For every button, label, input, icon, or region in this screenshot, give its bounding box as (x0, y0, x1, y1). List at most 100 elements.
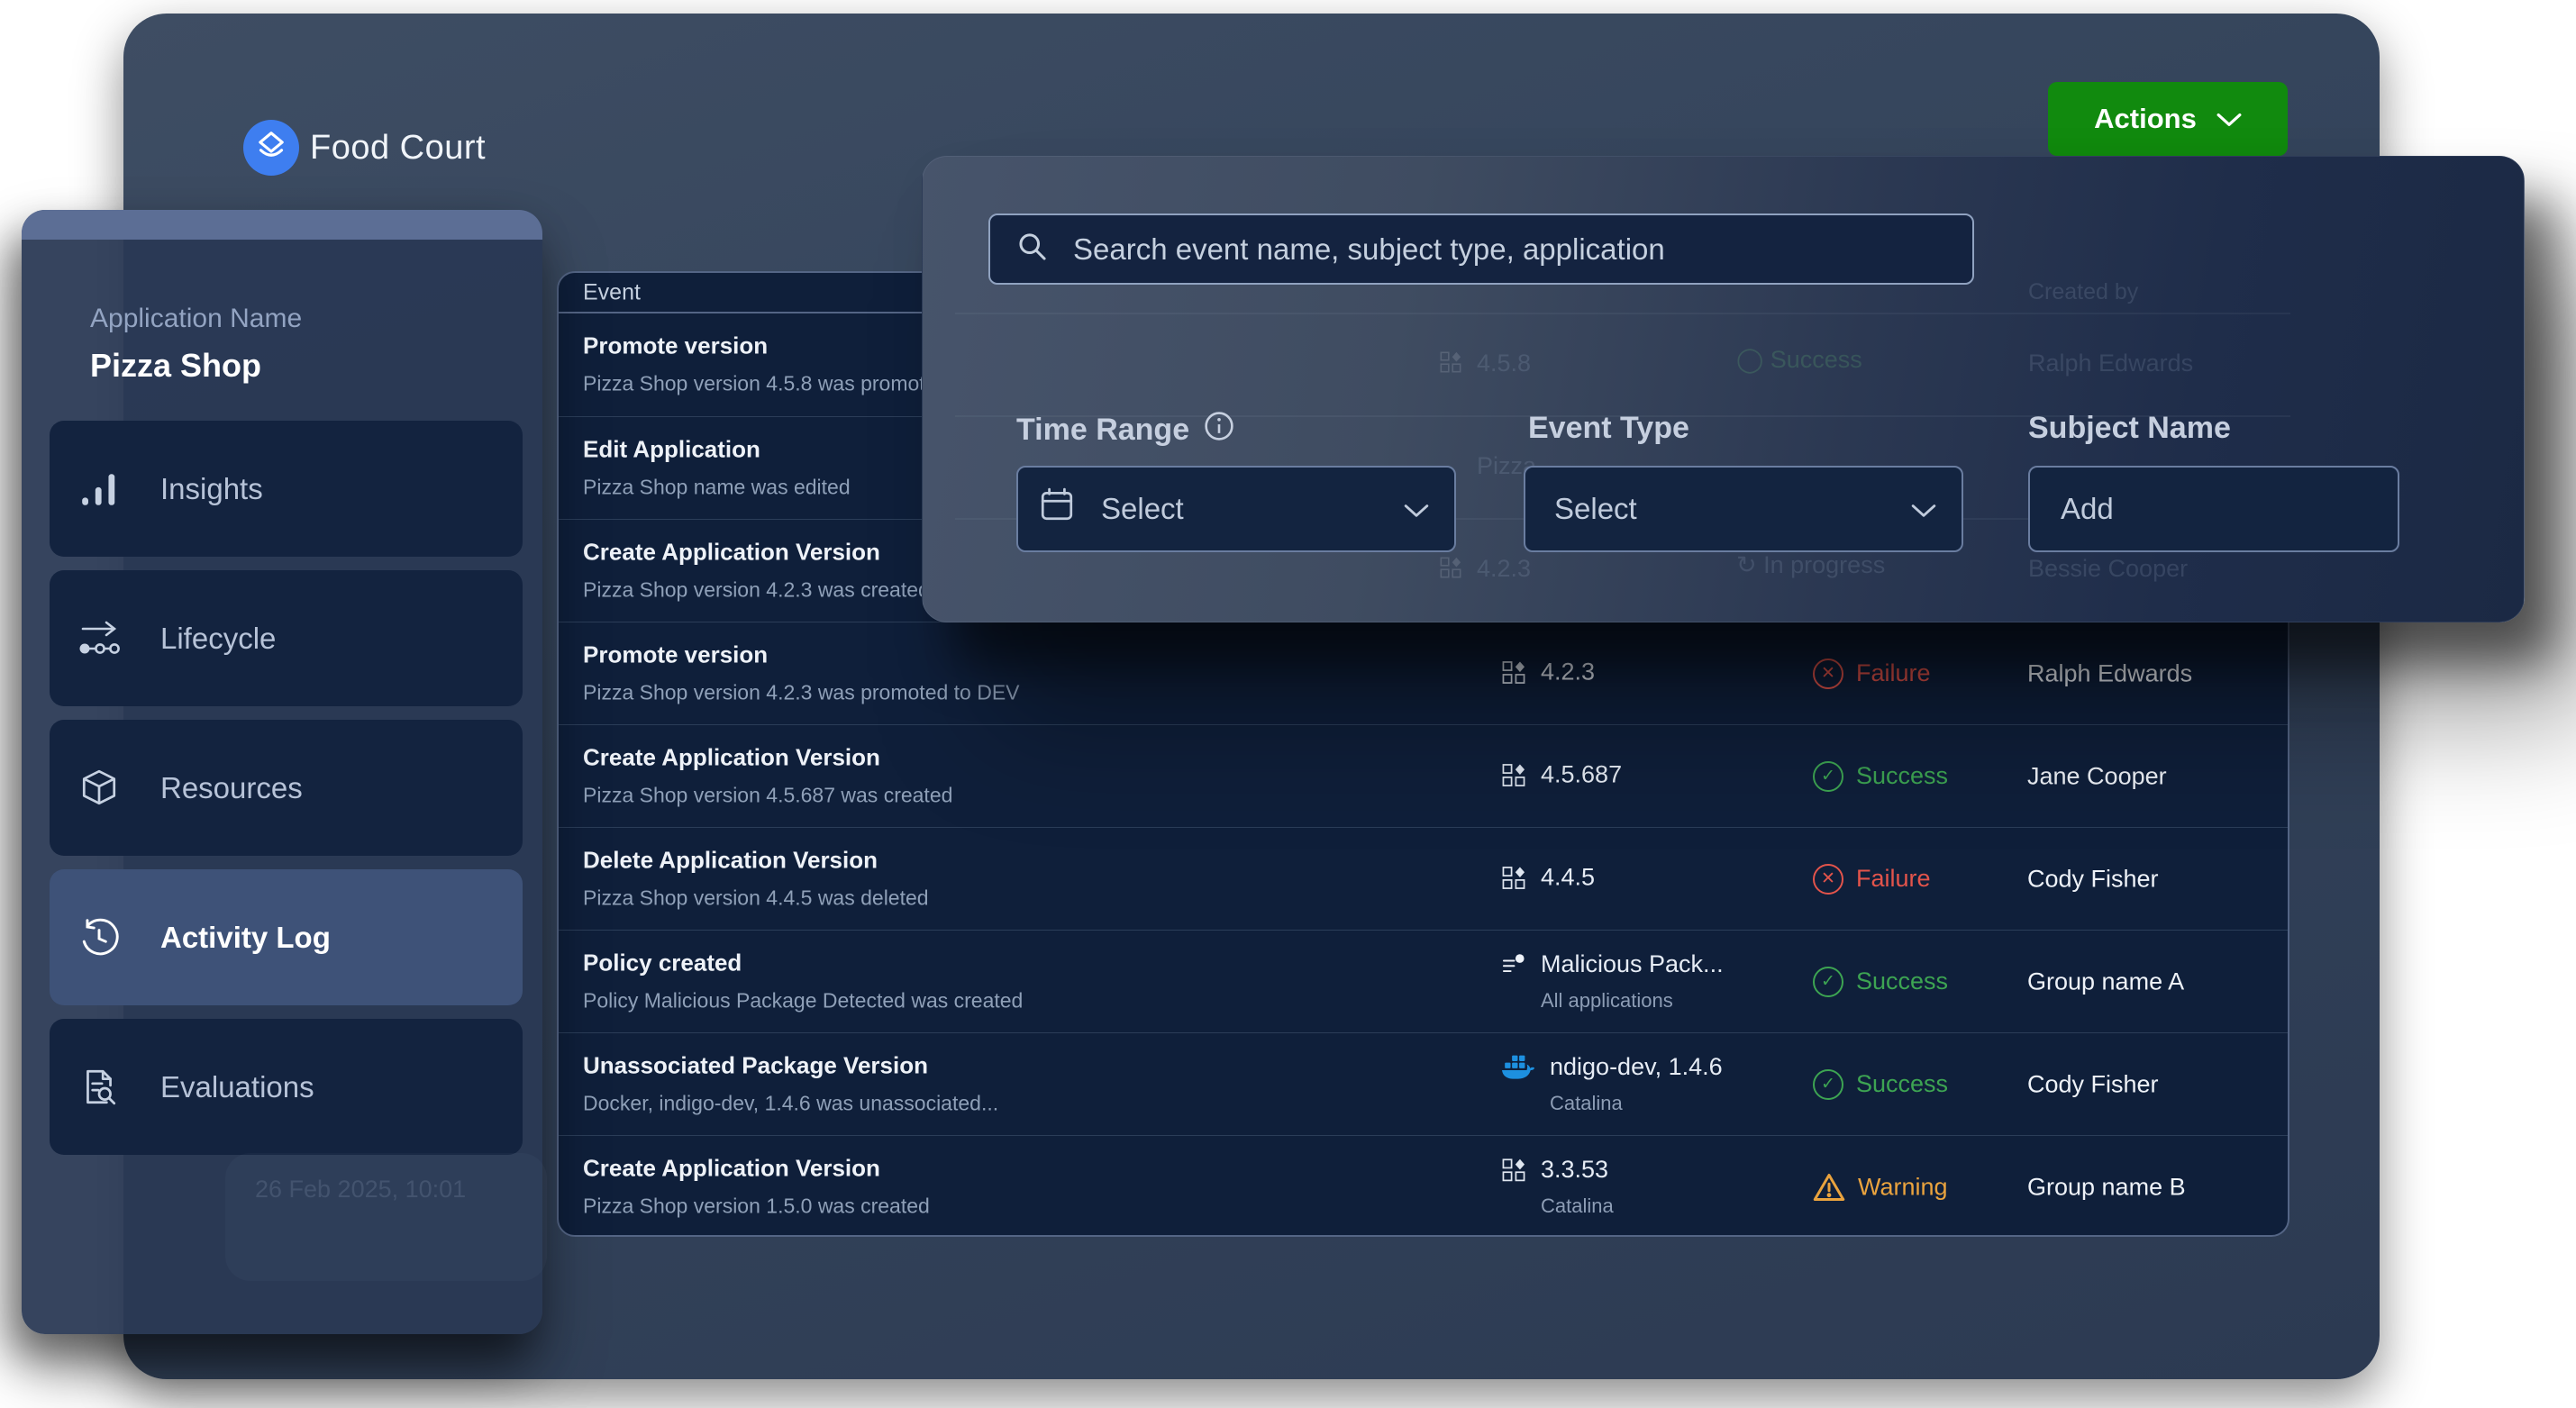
application-name-value: Pizza Shop (90, 347, 261, 385)
event-type-select[interactable]: Select (1524, 466, 1963, 552)
ghost-version-icon (1440, 557, 1461, 583)
time-range-select[interactable]: Select (1016, 466, 1456, 552)
subject-cell: 3.3.53Catalina (1502, 1156, 1614, 1217)
event-description: Pizza Shop name was edited (583, 475, 851, 499)
brand-name: Food Court (310, 129, 486, 168)
info-icon[interactable] (1204, 411, 1234, 450)
ghost-divider (955, 313, 2290, 314)
time-range-value: Select (1101, 492, 1184, 526)
app-logo (243, 120, 299, 176)
subject-cell: 4.4.5 (1502, 864, 1595, 894)
table-row[interactable]: Create Application Version Pizza Shop ve… (559, 724, 2288, 827)
created-by-cell: Group name B (2027, 1173, 2186, 1201)
event-description: Pizza Shop version 4.5.687 was created (583, 783, 952, 807)
status-label: Failure (1856, 865, 1931, 893)
document-search-icon (74, 1067, 124, 1108)
ghost-column-header-created-by: Created by (2028, 279, 2138, 305)
actions-button-label: Actions (2094, 103, 2197, 135)
sidebar-item-label: Resources (160, 771, 303, 805)
subject-cell: 4.2.3 (1502, 659, 1595, 688)
table-row[interactable]: Create Application Version Pizza Shop ve… (559, 1135, 2288, 1237)
event-title: Promote version (583, 642, 1020, 666)
ghost-created-by: Ralph Edwards (2028, 350, 2193, 377)
event-title: Policy created (583, 950, 1023, 974)
event-title: Edit Application (583, 437, 851, 460)
status-badge: ✓Success (1813, 761, 1948, 792)
event-title: Create Application Version (583, 745, 952, 768)
version-icon (1502, 660, 1525, 688)
event-description: Pizza Shop version 4.2.3 was promoted to… (583, 680, 1020, 704)
event-type-value: Select (1554, 492, 1637, 526)
version-icon (1502, 1158, 1525, 1185)
ghost-card (225, 1153, 547, 1281)
event-cell: Create Application Version Pizza Shop ve… (583, 540, 930, 602)
subject-text: ndigo-dev, 1.4.6 (1550, 1053, 1723, 1078)
filter-panel: Created by 4.5.8 ◯ Success Ralph Edwards… (922, 156, 2525, 622)
application-name-label: Application Name (90, 304, 302, 334)
subject-text: Malicious Pack... (1541, 950, 1724, 976)
status-badge: ✓Success (1813, 967, 1948, 997)
event-title: Create Application Version (583, 540, 930, 563)
subject-text: 4.2.3 (1541, 659, 1595, 684)
subject-name-field[interactable] (2028, 466, 2399, 552)
sidebar-item-lifecycle[interactable]: Lifecycle (50, 570, 523, 706)
subject-subtext: Catalina (1550, 1092, 1723, 1115)
version-icon (1502, 763, 1525, 791)
search-input[interactable] (1071, 232, 1882, 268)
ghost-timestamp: 26 Feb 2025, 10:01 (255, 1176, 466, 1204)
event-description: Policy Malicious Package Detected was cr… (583, 988, 1023, 1013)
table-row[interactable]: Policy created Policy Malicious Package … (559, 930, 2288, 1032)
subject-cell: ndigo-dev, 1.4.6 Catalina (1502, 1053, 1723, 1114)
warning-icon (1813, 1172, 1845, 1202)
event-title: Delete Application Version (583, 848, 929, 871)
event-description: Pizza Shop version 4.4.5 was deleted (583, 886, 929, 910)
status-badge: ✕ Failure (1813, 864, 1931, 895)
sidebar-item-label: Lifecycle (160, 622, 276, 656)
chevron-down-icon (1911, 492, 1936, 526)
created-by-cell: Group name A (2027, 967, 2184, 995)
ghost-version-value: 4.5.8 (1477, 350, 1531, 377)
sidebar-item-activity-log[interactable]: Activity Log (50, 869, 523, 1005)
status-label: Success (1856, 1070, 1948, 1098)
brand: Food Court (243, 120, 486, 176)
subject-subtext: All applications (1541, 989, 1724, 1013)
table-row[interactable]: Promote version Pizza Shop version 4.2.3… (559, 622, 2288, 724)
actions-button[interactable]: Actions (2048, 82, 2288, 156)
success-icon: ✓ (1813, 1069, 1843, 1100)
ghost-status-in-progress: ↻ In progress (1736, 551, 1885, 579)
sidebar-item-label: Insights (160, 472, 263, 506)
lifecycle-icon (74, 620, 124, 658)
subject-text: 4.5.687 (1541, 761, 1622, 786)
event-cell: Edit Application Pizza Shop name was edi… (583, 437, 851, 499)
sidebar-item-resources[interactable]: Resources (50, 720, 523, 856)
sidebar-item-insights[interactable]: Insights (50, 421, 523, 557)
event-title: Unassociated Package Version (583, 1053, 998, 1076)
failure-icon: ✕ (1813, 659, 1843, 689)
event-cell: Delete Application Version Pizza Shop ve… (583, 848, 929, 910)
policy-icon (1502, 952, 1525, 980)
search-bar[interactable] (988, 213, 1974, 285)
created-by-cell: Ralph Edwards (2027, 659, 2192, 687)
status-label: Success (1856, 762, 1948, 790)
package-icon (74, 768, 124, 809)
table-row[interactable]: Delete Application Version Pizza Shop ve… (559, 827, 2288, 930)
ghost-created-by: Bessie Cooper (2028, 555, 2188, 583)
chevron-down-icon (2216, 103, 2242, 135)
failure-icon: ✕ (1813, 864, 1843, 895)
event-description: Docker, indigo-dev, 1.4.6 was unassociat… (583, 1091, 998, 1115)
docker-icon (1502, 1053, 1534, 1084)
subject-name-label: Subject Name (2028, 411, 2231, 446)
sidebar-item-evaluations[interactable]: Evaluations (50, 1019, 523, 1155)
sidebar: Application Name Pizza Shop Insights Lif… (22, 210, 542, 1334)
event-cell: Policy created Policy Malicious Package … (583, 950, 1023, 1013)
event-description: Pizza Shop version 1.5.0 was created (583, 1194, 930, 1218)
ghost-status-success: ◯ Success (1736, 346, 1862, 374)
time-range-label: Time Range (1016, 411, 1234, 450)
subject-name-input[interactable] (2059, 491, 2347, 527)
status-badge: ✕ Failure (1813, 659, 1931, 689)
table-row[interactable]: Unassociated Package Version Docker, ind… (559, 1032, 2288, 1135)
sidebar-accent-bar (22, 210, 542, 240)
subject-subtext: Catalina (1541, 1195, 1614, 1218)
status-label: Failure (1856, 659, 1931, 687)
bar-chart-icon (74, 468, 124, 510)
